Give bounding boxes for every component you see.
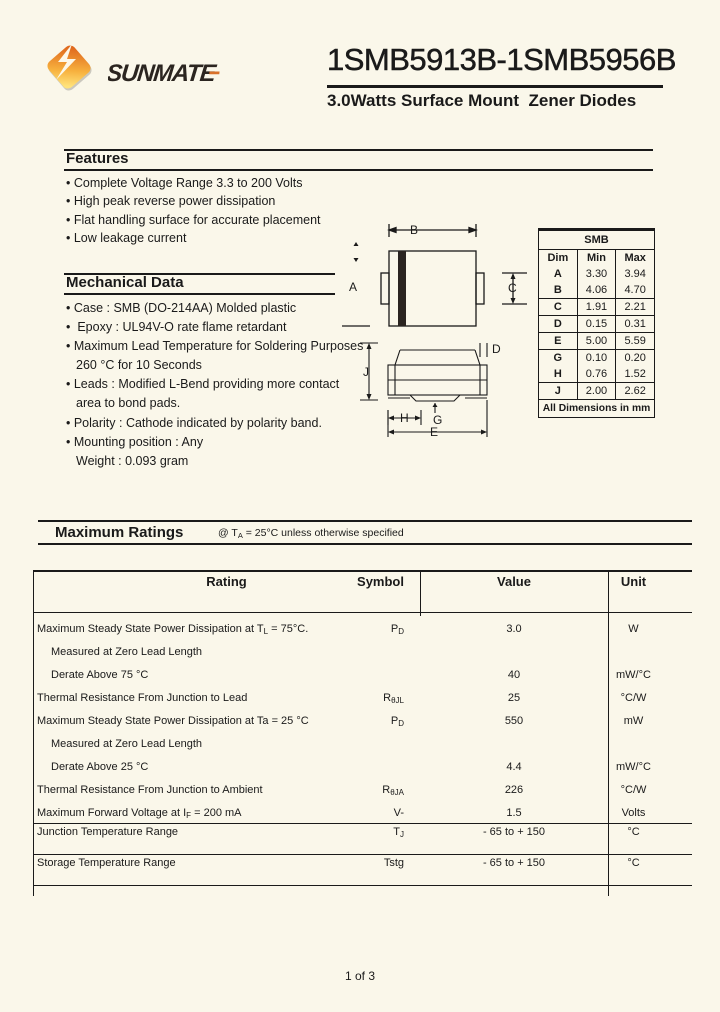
svg-text:D: D bbox=[492, 342, 501, 356]
svg-text:C: C bbox=[508, 281, 517, 295]
svg-text:B: B bbox=[410, 223, 418, 237]
svg-text:E: E bbox=[430, 425, 438, 439]
svg-text:SUNMATE: SUNMATE bbox=[108, 60, 218, 87]
svg-text:J: J bbox=[363, 365, 369, 379]
svg-text:H: H bbox=[400, 411, 409, 425]
svg-text:A: A bbox=[349, 280, 357, 294]
